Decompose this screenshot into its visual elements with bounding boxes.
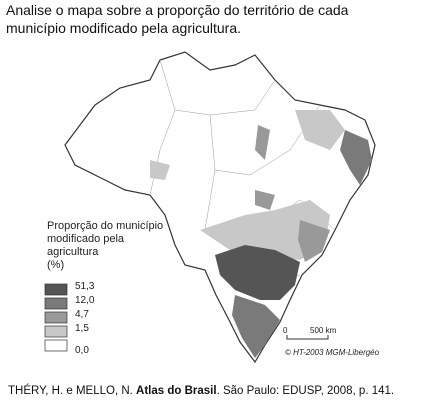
legend-swatch (44, 311, 68, 324)
citation-rest: . São Paulo: EDUSP, 2008, p. 141. (216, 385, 395, 397)
legend-title: modificado pela (47, 233, 125, 245)
legend-title: Proporção do município (47, 220, 163, 232)
legend-label: 12,0 (75, 295, 95, 306)
legend-title: (%) (47, 259, 64, 271)
map: Proporção do município modificado pela a… (44, 51, 380, 364)
agri-patches (150, 110, 372, 358)
question-line: município modificado pela agricultura. (6, 20, 242, 36)
map-credit: © HT-2003 MGM-Libergéo (285, 348, 380, 357)
citation-authors: THÉRY, H. e MELLO, N. (8, 385, 137, 397)
brazil-outline (64, 51, 376, 364)
scale-bar: 0 500 km (283, 326, 337, 340)
legend: Proporção do município modificado pela a… (44, 220, 163, 356)
scale-label: 0 (283, 326, 288, 335)
legend-label: 0,0 (75, 345, 89, 356)
legend-label: 51,3 (75, 281, 95, 292)
legend-swatch (44, 339, 68, 352)
legend-swatch (44, 325, 68, 338)
question-line: Analise o mapa sobre a proporção do terr… (6, 2, 349, 18)
legend-title: agricultura (47, 246, 99, 258)
citation: THÉRY, H. e MELLO, N. Atlas do Brasil. S… (8, 385, 394, 397)
legend-swatch (44, 297, 68, 310)
legend-label: 1,5 (75, 323, 89, 334)
scale-label: 500 km (310, 326, 337, 335)
legend-swatch (44, 283, 68, 296)
citation-work: Atlas do Brasil (136, 385, 217, 397)
legend-label: 4,7 (75, 309, 89, 320)
